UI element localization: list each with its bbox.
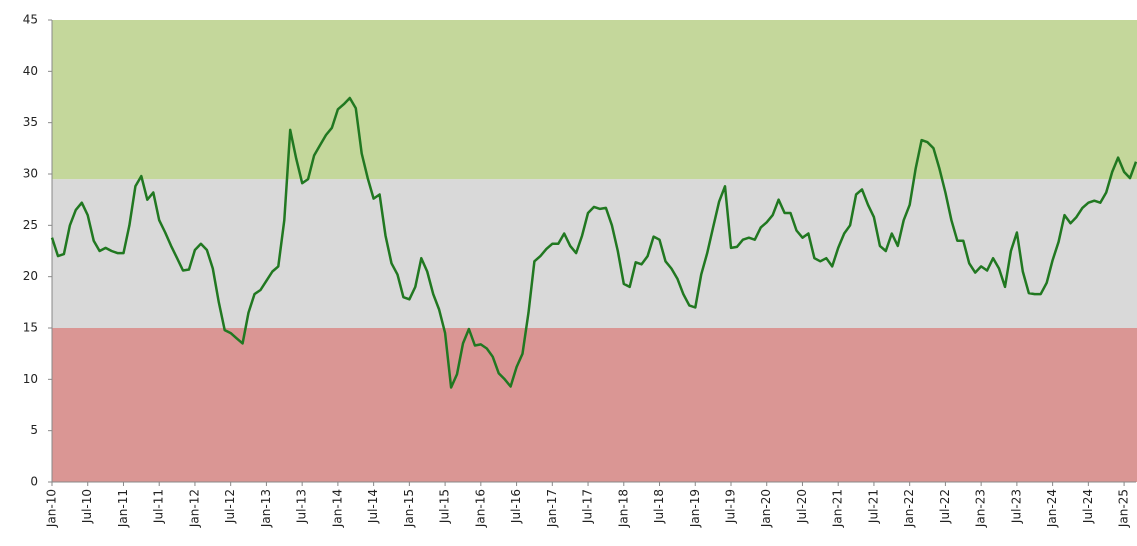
x-tick-label: Jan-10 <box>45 489 59 528</box>
x-tick-label: Jan-25 <box>1117 489 1131 528</box>
x-tick-label: Jan-13 <box>259 489 273 528</box>
x-tick-label: Jul-16 <box>509 489 523 524</box>
y-tick-label: 10 <box>23 372 38 386</box>
x-tick-label: Jul-12 <box>223 489 237 524</box>
x-tick-label: Jan-11 <box>116 489 130 528</box>
x-tick-label: Jan-12 <box>187 489 201 528</box>
x-tick-label: Jan-21 <box>831 489 845 528</box>
y-tick-label: 5 <box>30 423 38 437</box>
x-tick-label: Jul-10 <box>80 489 94 524</box>
x-tick-label: Jan-20 <box>759 489 773 528</box>
x-tick-label: Jan-15 <box>402 489 416 528</box>
y-tick-label: 0 <box>30 475 38 489</box>
x-tick-label: Jan-18 <box>616 489 630 528</box>
band <box>52 328 1137 482</box>
x-tick-label: Jul-17 <box>581 489 595 524</box>
x-tick-label: Jan-24 <box>1045 489 1059 528</box>
x-tick-label: Jul-19 <box>723 489 737 524</box>
band <box>52 179 1137 328</box>
x-tick-label: Jan-23 <box>974 489 988 528</box>
y-tick-label: 15 <box>23 321 38 335</box>
x-tick-label: Jul-14 <box>366 489 380 524</box>
band <box>52 20 1137 180</box>
y-tick-label: 35 <box>23 115 38 129</box>
x-tick-label: Jan-22 <box>902 489 916 528</box>
x-tick-label: Jul-18 <box>652 489 666 524</box>
x-tick-label: Jan-14 <box>330 489 344 528</box>
y-tick-label: 20 <box>23 269 38 283</box>
line <box>50 96 1137 389</box>
y-tick-label: 40 <box>23 64 38 78</box>
x-tick-label: Jul-22 <box>938 489 952 524</box>
x-tick-label: Jul-20 <box>795 489 809 524</box>
x-tick-label: Jul-21 <box>866 489 880 524</box>
y-tick-label: 25 <box>23 218 38 232</box>
x-tick-label: Jan-16 <box>473 489 487 528</box>
x-tick-label: Jan-19 <box>688 489 702 528</box>
y-tick-label: 30 <box>23 167 38 181</box>
x-tick-label: Jul-13 <box>295 489 309 524</box>
y-tick-label: 45 <box>23 13 38 27</box>
x-tick-label: Jul-24 <box>1081 489 1095 524</box>
x-tick-label: Jan-17 <box>545 489 559 528</box>
x-tick-label: Jul-11 <box>152 489 166 524</box>
x-tick-label: Jul-23 <box>1009 489 1023 524</box>
x-tick-label: Jul-15 <box>438 489 452 524</box>
